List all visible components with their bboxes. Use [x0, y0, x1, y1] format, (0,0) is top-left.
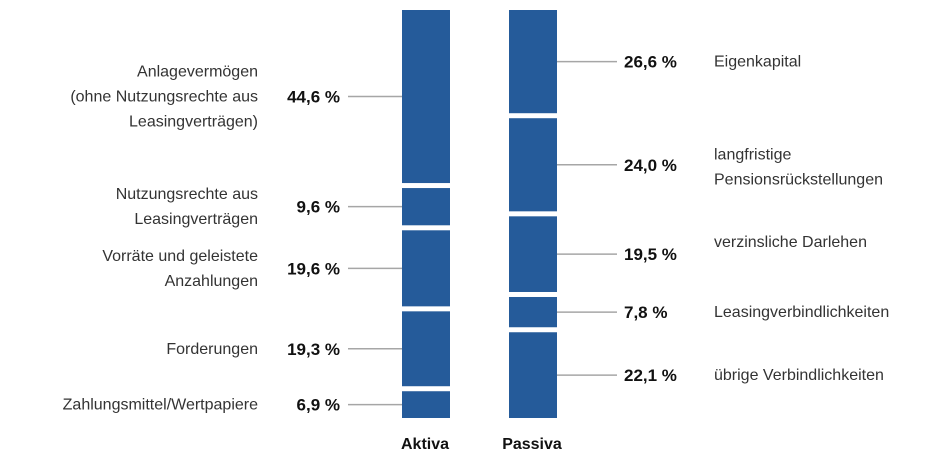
- passiva-segment-2: [509, 216, 557, 292]
- aktiva-segment-4: [402, 391, 450, 418]
- passiva-value-label-2: 19,5 %: [624, 245, 677, 264]
- category-label-line: Zahlungsmittel/Wertpapiere: [63, 397, 258, 414]
- passiva-segment-3: [509, 296, 557, 328]
- category-label-line: Anzahlungen: [165, 273, 258, 290]
- category-label-line: Anlagevermögen: [137, 64, 258, 81]
- category-label-line: Forderungen: [166, 341, 258, 358]
- category-label-line: Nutzungsrechte aus: [116, 186, 258, 203]
- aktiva-category-label-3: Forderungen: [166, 341, 258, 358]
- passiva-title: Passiva: [502, 436, 562, 453]
- aktiva-category-label-2: Vorräte und geleistete Anzahlungen: [102, 248, 258, 290]
- aktiva-value-label-4: 6,9 %: [297, 396, 340, 415]
- passiva-category-label-0: Eigenkapital: [714, 54, 801, 71]
- aktiva-category-label-0: Anlagevermögen (ohne Nutzungsrechte aus Le…: [70, 64, 258, 131]
- passiva-category-label-1: langfristige Pensionsrückstellungen: [714, 146, 883, 188]
- category-label-line: Pensionsrückstellungen: [714, 171, 883, 188]
- aktiva-value-label-0: 44,6 %: [287, 88, 340, 107]
- aktiva-title: Aktiva: [401, 436, 449, 453]
- passiva-column: 26,6 % Eigenkapital 24,0 % langfristige Pens…: [509, 10, 889, 418]
- passiva-segment-0: [509, 10, 557, 114]
- passiva-category-label-3: Leasingverbindlichkeiten: [714, 304, 889, 321]
- category-label-line: übrige Verbindlichkeiten: [714, 367, 884, 384]
- aktiva-value-label-3: 19,3 %: [287, 340, 340, 359]
- category-label-line: verzinsliche Darlehen: [714, 234, 867, 251]
- category-label-line: Eigenkapital: [714, 54, 801, 71]
- aktiva-segment-3: [402, 311, 450, 387]
- passiva-value-label-0: 26,6 %: [624, 53, 677, 72]
- passiva-category-label-2: verzinsliche Darlehen: [714, 234, 867, 251]
- aktiva-segment-0: [402, 10, 450, 184]
- passiva-value-label-1: 24,0 %: [624, 156, 677, 175]
- category-label-line: Leasingverträgen: [134, 211, 258, 228]
- passiva-segment-4: [509, 332, 557, 418]
- passiva-category-label-4: übrige Verbindlichkeiten: [714, 367, 884, 384]
- aktiva-segment-1: [402, 188, 450, 226]
- category-label-line: Leasingverträgen): [129, 114, 258, 131]
- aktiva-value-label-1: 9,6 %: [297, 198, 340, 217]
- aktiva-category-label-1: Nutzungsrechte aus Leasingverträgen: [116, 186, 258, 228]
- category-label-line: langfristige: [714, 146, 791, 163]
- aktiva-value-label-2: 19,6 %: [287, 259, 340, 278]
- aktiva-segment-2: [402, 230, 450, 307]
- aktiva-category-label-4: Zahlungsmittel/Wertpapiere: [63, 397, 258, 414]
- aktiva-column: 44,6 % Anlagevermögen (ohne Nutzungsrechte…: [63, 10, 450, 418]
- category-label-line: (ohne Nutzungsrechte aus: [70, 89, 258, 106]
- passiva-value-label-4: 22,1 %: [624, 366, 677, 385]
- passiva-value-label-3: 7,8 %: [624, 303, 667, 322]
- category-label-line: Vorräte und geleistete: [102, 248, 258, 265]
- category-label-line: Leasingverbindlichkeiten: [714, 304, 889, 321]
- passiva-segment-1: [509, 118, 557, 212]
